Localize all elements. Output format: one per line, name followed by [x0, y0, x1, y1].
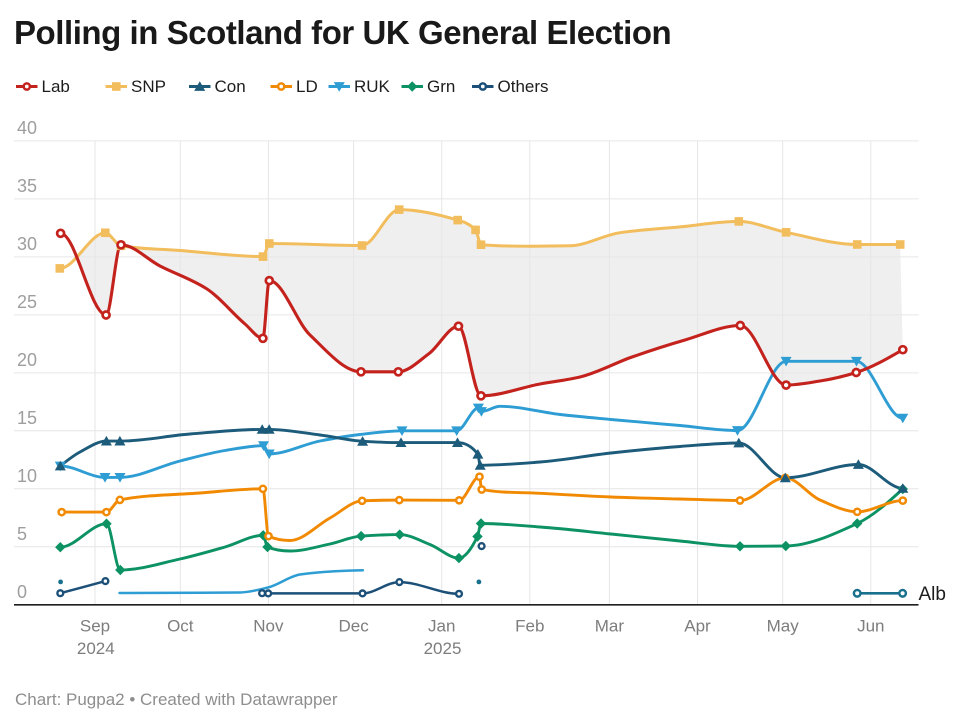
svg-text:May: May	[767, 617, 800, 636]
svg-text:20: 20	[17, 350, 37, 370]
svg-text:Alb: Alb	[919, 584, 946, 605]
svg-text:40: 40	[17, 118, 37, 138]
svg-text:Chart: Pugpa2 • Created with D: Chart: Pugpa2 • Created with Datawrapper	[15, 690, 338, 709]
svg-text:LD: LD	[296, 77, 318, 96]
svg-text:Mar: Mar	[595, 617, 625, 636]
svg-text:Apr: Apr	[684, 617, 711, 636]
svg-text:Jun: Jun	[857, 617, 884, 636]
svg-text:Nov: Nov	[253, 617, 284, 636]
svg-text:25: 25	[17, 292, 37, 312]
svg-text:0: 0	[17, 582, 27, 602]
svg-text:Lab: Lab	[42, 77, 70, 96]
svg-text:30: 30	[17, 234, 37, 254]
svg-text:Jan: Jan	[428, 617, 455, 636]
svg-text:35: 35	[17, 176, 37, 196]
svg-text:Grn: Grn	[427, 77, 455, 96]
svg-text:Dec: Dec	[338, 617, 369, 636]
svg-text:5: 5	[17, 524, 27, 544]
svg-text:Others: Others	[498, 77, 549, 96]
svg-text:Oct: Oct	[167, 617, 194, 636]
svg-text:Sep: Sep	[80, 617, 110, 636]
svg-text:SNP: SNP	[131, 77, 166, 96]
svg-text:15: 15	[17, 408, 37, 428]
svg-text:RUK: RUK	[354, 77, 391, 96]
svg-text:Feb: Feb	[515, 617, 544, 636]
svg-text:Polling in Scotland for UK Gen: Polling in Scotland for UK General Elect…	[14, 14, 671, 51]
svg-text:Con: Con	[215, 77, 246, 96]
svg-text:10: 10	[17, 466, 37, 486]
svg-text:2025: 2025	[424, 639, 462, 658]
svg-text:2024: 2024	[77, 639, 115, 658]
